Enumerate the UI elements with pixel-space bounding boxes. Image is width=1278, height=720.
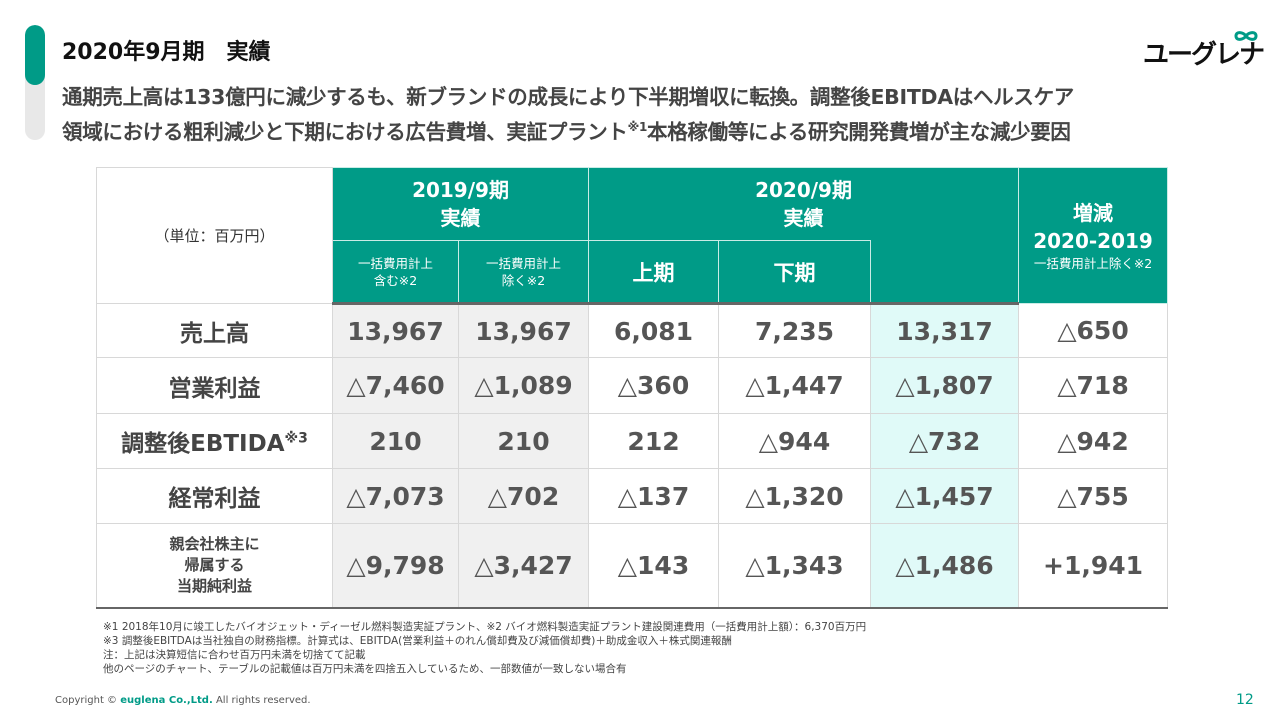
header-diff: 増減 2020-2019 一括費用計上除く※2 — [1018, 167, 1169, 304]
table-row: 親会社株主に 帰属する 当期純利益 △9,798 △3,427 △143 △1,343 △1,… — [96, 523, 1169, 609]
page-title: 2020年9月期 実績 — [62, 40, 271, 65]
logo-loop-icon — [1234, 31, 1258, 41]
copyright: Copyright © euglena Co.,Ltd. All rights … — [55, 695, 311, 706]
value-cell: △1,089 — [457, 357, 590, 414]
table-row: 営業利益 △7,460 △1,089 △360 △1,447 △1,807 △718 — [96, 357, 1169, 414]
value-cell: △360 — [588, 357, 720, 414]
value-cell: △650 — [1018, 303, 1169, 358]
value-cell: 6,081 — [588, 303, 720, 358]
value-cell: △718 — [1018, 357, 1169, 414]
header-2020: 2020/9期 実績 — [588, 167, 1020, 241]
table-row: 売上高 13,967 13,967 6,081 7,235 13,317 △650 — [96, 303, 1169, 358]
value-cell: △732 — [870, 413, 1020, 469]
row-label: 経常利益 — [96, 468, 333, 524]
value-cell: △1,343 — [718, 523, 872, 609]
lead-line-1: 通期売上高は133億円に減少するも、新ブランドの成長により下半期増収に転換。調整… — [62, 85, 1074, 109]
row-label: 売上高 — [96, 303, 333, 358]
footnotes: ※1 2018年10月に竣工したバイオジェット・ディーゼル燃料製造実証プラント、… — [103, 620, 866, 676]
value-cell: △755 — [1018, 468, 1169, 524]
lead-text: 通期売上高は133億円に減少するも、新ブランドの成長により下半期増収に転換。調整… — [62, 82, 1074, 147]
table-row: 調整後EBTIDA※3 210 210 212 △944 △732 △942 — [96, 413, 1169, 469]
note-1: ※1 2018年10月に竣工したバイオジェット・ディーゼル燃料製造実証プラント、… — [103, 621, 867, 633]
table-row: 経常利益 △7,073 △702 △137 △1,320 △1,457 △755 — [96, 468, 1169, 524]
value-cell: 13,967 — [332, 303, 459, 358]
value-cell: 210 — [332, 413, 459, 469]
unit-label: （単位：百万円） — [96, 167, 333, 304]
lead-line-2b: 本格稼働等による研究開発費増が主な減少要因 — [647, 119, 1071, 144]
note-4: 他のページのチャート、テーブルの記載値は百万円未満を四捨五入しているため、一部数… — [103, 663, 627, 675]
row-label: 親会社株主に 帰属する 当期純利益 — [96, 523, 333, 609]
header-first-half: 上期 — [588, 240, 720, 305]
value-cell: △944 — [718, 413, 872, 469]
lead-line-2a: 領域における粗利減少と下期における広告費増、実証プラント — [62, 119, 628, 144]
value-cell: 212 — [588, 413, 720, 469]
value-cell: △1,486 — [870, 523, 1020, 609]
value-cell: △942 — [1018, 413, 1169, 469]
value-cell: △1,807 — [870, 357, 1020, 414]
header-incl: 一括費用計上 含む※2 — [332, 240, 459, 305]
value-cell: 13,967 — [457, 303, 590, 358]
value-cell: △9,798 — [332, 523, 459, 609]
title-accent-bar — [25, 25, 45, 140]
footnote-ref: ※1 — [627, 120, 648, 134]
value-cell: △1,320 — [718, 468, 872, 524]
value-cell: △3,427 — [457, 523, 590, 609]
value-cell: +1,941 — [1018, 523, 1169, 609]
value-cell: △7,073 — [332, 468, 459, 524]
note-3: 注：上記は決算短信に合わせ百万円未満を切捨てて記載 — [103, 649, 366, 661]
header-fullyear — [870, 240, 1020, 305]
euglena-logo: ユーグレナ — [1143, 31, 1265, 71]
value-cell: △7,460 — [332, 357, 459, 414]
header-2019: 2019/9期 実績 — [331, 167, 590, 241]
results-table: （単位：百万円） 2019/9期 実績 2020/9期 実績 増減 2020-2019… — [96, 167, 1169, 609]
value-cell: △702 — [457, 468, 590, 524]
value-cell: △143 — [588, 523, 720, 609]
header-second-half: 下期 — [718, 240, 872, 305]
value-cell: △137 — [588, 468, 720, 524]
note-2: ※3 調整後EBITDAは当社独自の財務指標。計算式は、EBITDA(営業利益＋… — [103, 635, 732, 647]
value-cell: 7,235 — [718, 303, 872, 358]
page-number: 12 — [1236, 692, 1254, 708]
value-cell: 13,317 — [870, 303, 1020, 358]
header-excl: 一括費用計上 除く※2 — [457, 240, 590, 305]
value-cell: 210 — [457, 413, 590, 469]
value-cell: △1,447 — [718, 357, 872, 414]
logo-text: ユーグレナ — [1143, 40, 1265, 70]
lead-line-2: 領域における粗利減少と下期における広告費増、実証プラント※1本格稼働等による研究… — [62, 112, 1074, 147]
row-label: 調整後EBTIDA※3 — [96, 413, 333, 469]
row-label: 営業利益 — [96, 357, 333, 414]
value-cell: △1,457 — [870, 468, 1020, 524]
